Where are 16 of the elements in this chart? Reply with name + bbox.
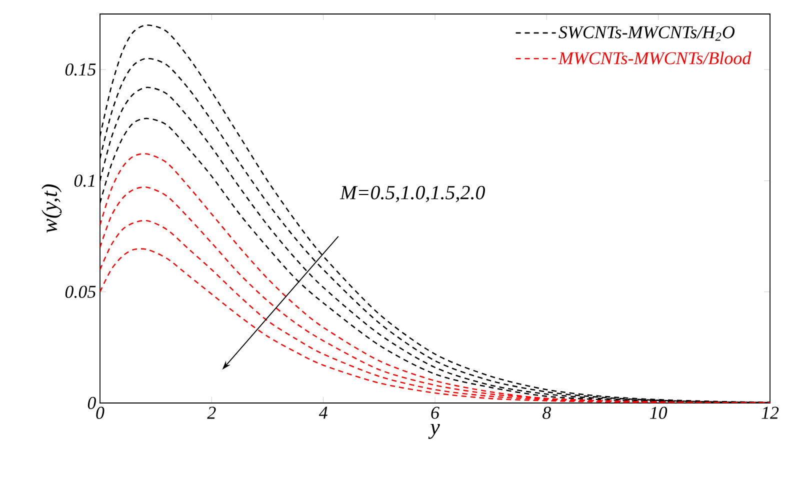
y-tick-label: 0.15: [65, 63, 96, 76]
y-axis-title: w(y,t): [42, 184, 62, 233]
x-tick-label: 2: [207, 406, 216, 419]
x-axis-title: y: [428, 424, 440, 439]
x-tick-label: 0: [96, 406, 104, 419]
x-tick-label: 8: [542, 406, 551, 419]
x-tick-label: 12: [762, 406, 779, 419]
y-tick-label: 0.1: [74, 174, 94, 187]
legend-label: MWCNTs-MWCNTs/Blood: [558, 52, 752, 64]
y-tick-label: 0: [88, 396, 96, 410]
annotation: M=0.5,1.0,1.5,2.0: [340, 186, 485, 202]
x-tick-label: 6: [431, 406, 440, 419]
y-tick-label: 0.05: [65, 286, 96, 298]
legend-label: SWCNTs-MWCNTs/H$_{2}$O: [558, 26, 735, 41]
x-tick-label: 10: [650, 406, 668, 419]
x-tick-label: 4: [318, 406, 328, 419]
